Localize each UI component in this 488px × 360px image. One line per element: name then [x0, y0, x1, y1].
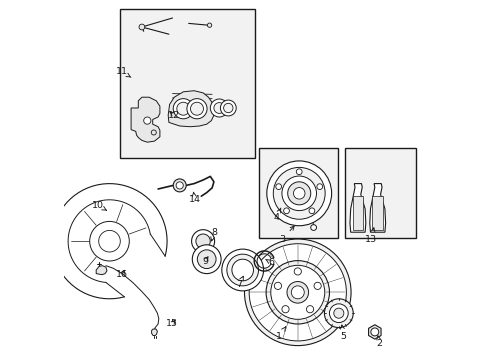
Circle shape [265, 261, 329, 324]
Circle shape [313, 282, 321, 289]
Circle shape [293, 188, 305, 199]
Polygon shape [168, 91, 213, 127]
Circle shape [275, 184, 281, 189]
Circle shape [370, 328, 378, 336]
Circle shape [173, 179, 186, 192]
Circle shape [197, 250, 216, 269]
Circle shape [333, 308, 343, 318]
Text: 8: 8 [210, 228, 217, 241]
Circle shape [329, 304, 347, 323]
Circle shape [274, 282, 281, 289]
Text: 2: 2 [376, 336, 382, 348]
Circle shape [287, 182, 310, 205]
Circle shape [249, 244, 346, 341]
Circle shape [324, 299, 352, 328]
Circle shape [222, 249, 263, 291]
Circle shape [281, 306, 288, 313]
Circle shape [283, 208, 289, 214]
Circle shape [308, 208, 314, 214]
Polygon shape [371, 196, 382, 230]
Text: 4: 4 [273, 208, 281, 222]
Text: 12: 12 [168, 111, 180, 120]
Text: 5: 5 [340, 325, 346, 341]
Circle shape [291, 286, 304, 299]
Circle shape [306, 306, 313, 313]
Circle shape [186, 99, 206, 119]
Circle shape [273, 167, 325, 219]
Circle shape [226, 254, 258, 286]
Text: 3: 3 [279, 226, 294, 244]
Circle shape [294, 268, 301, 275]
Polygon shape [151, 329, 157, 336]
Circle shape [191, 230, 214, 253]
Text: 6: 6 [265, 258, 274, 267]
Circle shape [296, 169, 302, 175]
Text: 7: 7 [236, 276, 243, 289]
Text: 16: 16 [116, 270, 128, 279]
Circle shape [270, 265, 324, 319]
Circle shape [266, 161, 331, 226]
Circle shape [143, 117, 151, 124]
Circle shape [316, 184, 322, 189]
Bar [120, 9, 255, 158]
Polygon shape [368, 325, 380, 339]
Circle shape [190, 102, 203, 115]
Circle shape [282, 176, 316, 211]
Text: 13: 13 [365, 228, 377, 244]
Circle shape [151, 130, 156, 135]
Circle shape [192, 245, 221, 274]
Circle shape [231, 259, 253, 281]
Circle shape [286, 282, 308, 303]
Circle shape [177, 102, 189, 115]
Text: 9: 9 [202, 256, 207, 265]
Polygon shape [131, 97, 160, 142]
Polygon shape [352, 196, 363, 230]
Text: 1: 1 [275, 327, 285, 341]
Circle shape [139, 24, 144, 30]
Circle shape [173, 99, 193, 119]
Text: 15: 15 [165, 320, 178, 328]
Circle shape [244, 239, 350, 346]
Polygon shape [96, 266, 107, 275]
Circle shape [210, 99, 228, 117]
Text: 10: 10 [91, 201, 106, 210]
Circle shape [223, 103, 232, 113]
Circle shape [176, 182, 183, 189]
Circle shape [213, 103, 224, 113]
Circle shape [207, 23, 211, 27]
Circle shape [310, 225, 316, 230]
Polygon shape [349, 184, 365, 232]
Text: 14: 14 [188, 192, 201, 204]
Bar [345, 148, 415, 238]
Bar [258, 148, 337, 238]
Circle shape [196, 234, 210, 248]
Polygon shape [369, 184, 385, 232]
Circle shape [220, 100, 236, 116]
Text: 11: 11 [116, 68, 131, 77]
